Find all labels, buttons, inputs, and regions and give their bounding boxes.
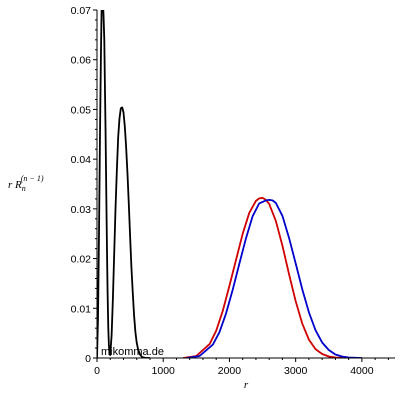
y-tick-label: 0	[85, 353, 91, 365]
y-tick-label: 0.03	[71, 204, 92, 216]
series-line-2	[182, 196, 356, 358]
watermark-text: mikomma.de	[101, 346, 164, 358]
x-tick-label: 2000	[218, 365, 242, 377]
series-line-1	[97, 10, 151, 358]
axes-layer	[96, 10, 395, 359]
y-tick-label: 0.05	[71, 104, 92, 116]
y-tick-label: 0.07	[71, 5, 92, 17]
x-tick-label: 0	[94, 365, 100, 377]
y-axis-label-main: r R	[8, 179, 22, 191]
x-tick-label: 3000	[284, 365, 308, 377]
x-tick-label: 1000	[152, 365, 176, 377]
y-tick-label: 0.06	[71, 55, 92, 67]
series-line-3	[186, 198, 362, 358]
y-axis-label: r Rn(n − 1)	[8, 174, 44, 193]
x-axis-label: r	[244, 379, 249, 391]
x-tick-label: 4000	[350, 365, 374, 377]
y-tick-label: 0.02	[71, 254, 92, 266]
y-tick-label: 0.04	[71, 154, 92, 166]
y-tick-label: 0.01	[71, 303, 92, 315]
y-axis-label-superscript: (n − 1)	[21, 174, 44, 183]
y-axis-label-subscript: n	[22, 184, 26, 193]
curves-layer	[97, 10, 362, 358]
ticks-layer: 0 1000 2000 3000 4000 0 0.01 0.02 0.03 0.04 0.05 0.…	[71, 5, 389, 377]
